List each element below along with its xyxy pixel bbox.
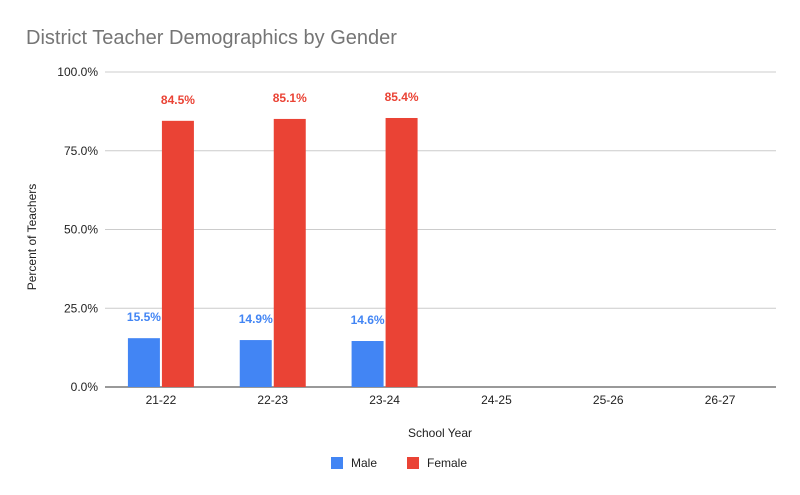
data-label-female: 85.4%	[385, 90, 419, 104]
legend-label: Male	[351, 456, 377, 470]
data-label-male: 14.9%	[239, 312, 273, 326]
legend-item-female: Female	[407, 456, 467, 470]
gridlines	[105, 71, 776, 388]
x-axis-ticks: 21-22 22-23 23-24 24-25 25-26 26-27	[146, 393, 736, 407]
legend: Male Female	[331, 456, 467, 470]
x-tick-label: 22-23	[257, 393, 288, 407]
bars	[127, 117, 418, 388]
bar-female-21-22	[161, 120, 194, 387]
x-tick-label: 26-27	[705, 393, 736, 407]
y-tick-label: 50.0%	[64, 223, 98, 237]
legend-item-male: Male	[331, 456, 377, 470]
x-tick-label: 25-26	[593, 393, 624, 407]
data-label-male: 14.6%	[351, 313, 385, 327]
bar-male-23-24	[351, 341, 384, 387]
y-tick-label: 75.0%	[64, 144, 98, 158]
bar-male-22-23	[239, 340, 272, 387]
y-axis-ticks: 0.0% 25.0% 50.0% 75.0% 100.0%	[57, 65, 98, 394]
legend-swatch	[331, 457, 343, 469]
y-axis-title: Percent of Teachers	[25, 184, 39, 291]
y-tick-label: 100.0%	[57, 65, 98, 79]
bar-female-23-24	[385, 117, 418, 388]
data-labels: 15.5% 84.5% 14.9% 85.1% 14.6% 85.4%	[127, 90, 419, 327]
x-tick-label: 21-22	[146, 393, 177, 407]
chart-title: District Teacher Demographics by Gender	[26, 27, 397, 49]
y-tick-label: 0.0%	[71, 380, 99, 394]
data-label-male: 15.5%	[127, 310, 161, 324]
x-tick-label: 23-24	[369, 393, 400, 407]
bar-female-22-23	[273, 118, 306, 387]
legend-label: Female	[427, 456, 467, 470]
x-tick-label: 24-25	[481, 393, 512, 407]
x-axis-title: School Year	[408, 426, 472, 440]
data-label-female: 85.1%	[273, 91, 307, 105]
bar-male-21-22	[127, 338, 160, 387]
legend-swatch	[407, 457, 419, 469]
y-tick-label: 25.0%	[64, 301, 98, 315]
data-label-female: 84.5%	[161, 93, 195, 107]
